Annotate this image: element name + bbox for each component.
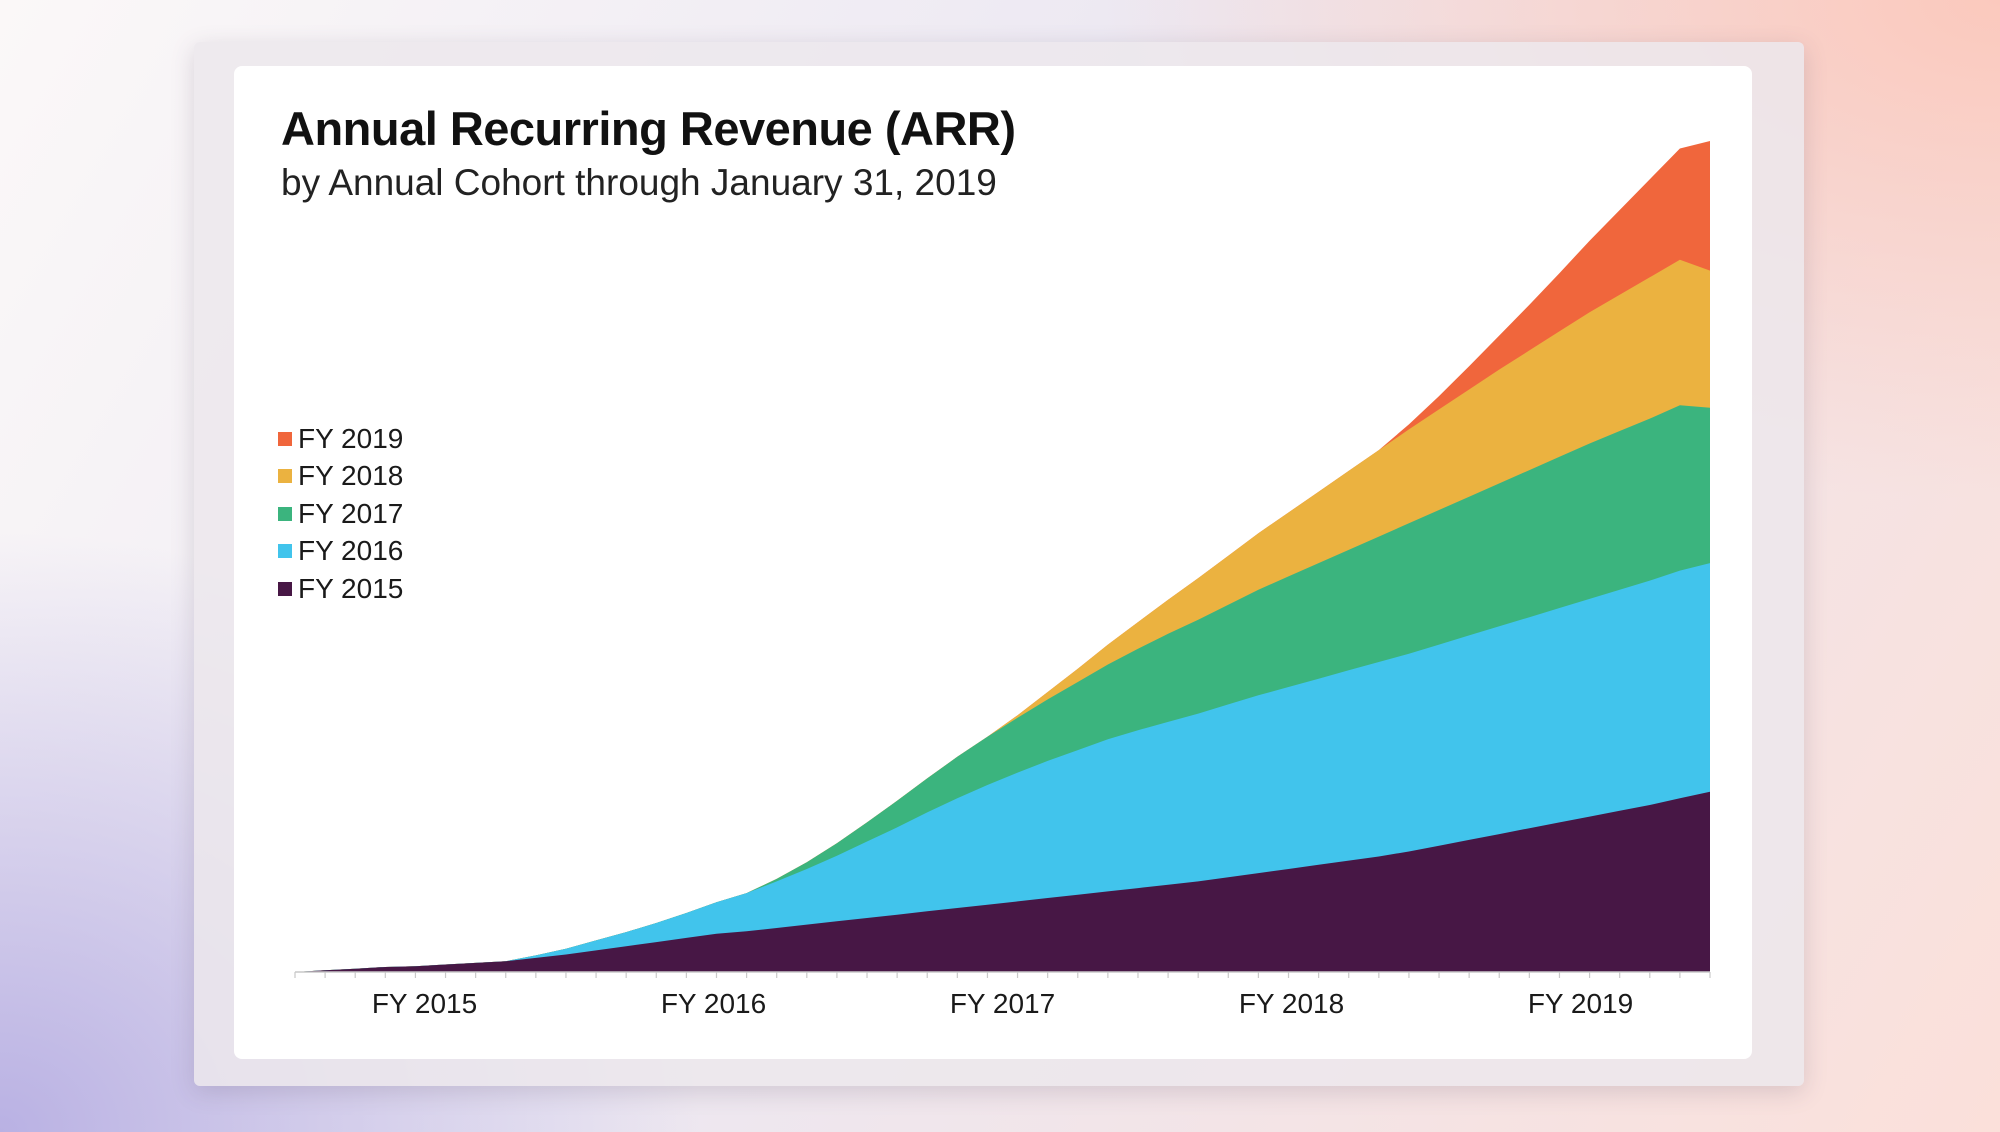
legend-item-fy2019: FY 2019 <box>278 420 403 458</box>
area-fy-2015 <box>295 791 1710 972</box>
legend-swatch-fy2018 <box>278 469 292 484</box>
legend-item-fy2017: FY 2017 <box>278 495 403 533</box>
chart-subtitle: by Annual Cohort through January 31, 201… <box>281 162 997 203</box>
x-tick-label: FY 2019 <box>1528 988 1633 1019</box>
legend-label-fy2019: FY 2019 <box>298 422 404 454</box>
legend-item-fy2016: FY 2016 <box>278 533 403 571</box>
legend-label-fy2017: FY 2017 <box>298 497 404 529</box>
legend-label-fy2018: FY 2018 <box>298 460 404 492</box>
legend-swatch-fy2015 <box>278 581 292 596</box>
legend-item-fy2018: FY 2018 <box>278 458 403 496</box>
legend-swatch-fy2016 <box>278 544 292 559</box>
legend-swatch-fy2019 <box>278 431 292 446</box>
x-tick-label: FY 2015 <box>372 988 477 1019</box>
area-series-group <box>295 141 1710 972</box>
legend-swatch-fy2017 <box>278 506 292 521</box>
chart-legend: FY 2019 FY 2018 FY 2017 FY 2016 FY 2015 <box>278 420 403 608</box>
x-tick-label: FY 2016 <box>661 988 766 1019</box>
legend-label-fy2016: FY 2016 <box>298 535 404 567</box>
x-tick-label: FY 2018 <box>1239 988 1344 1019</box>
x-axis: FY 2015 FY 2016 FY 2017 FY 2018 FY 2019 <box>294 971 1711 1019</box>
legend-label-fy2015: FY 2015 <box>298 572 404 604</box>
chart-title: Annual Recurring Revenue (ARR) <box>281 102 1016 155</box>
x-tick-label: FY 2017 <box>950 988 1055 1019</box>
legend-item-fy2015: FY 2015 <box>278 570 403 608</box>
